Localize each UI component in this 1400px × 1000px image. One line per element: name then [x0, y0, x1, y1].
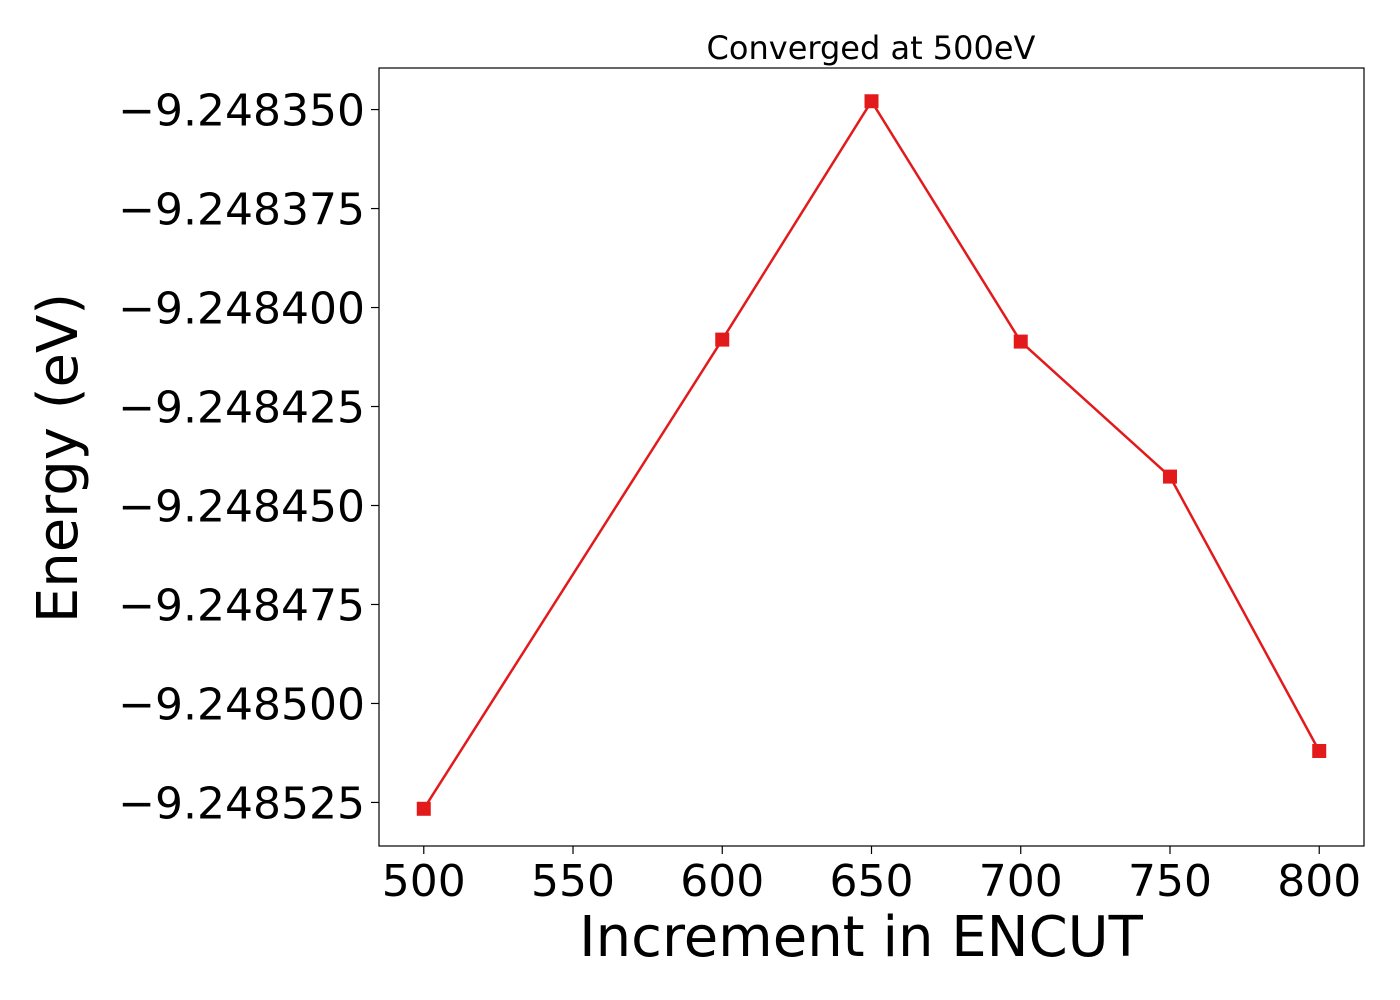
- x-tick-label: 800: [1277, 856, 1361, 907]
- y-tick-label: −9.248500: [118, 679, 365, 730]
- y-tick-label: −9.248525: [118, 778, 365, 829]
- data-point-marker: [1312, 743, 1327, 758]
- x-axis-ticks: 500 550 600 650 700 750 800: [382, 846, 1361, 907]
- y-tick-label: −9.248450: [118, 482, 365, 533]
- x-tick-label: 500: [382, 856, 466, 907]
- y-axis-label: Energy (eV): [26, 293, 91, 623]
- x-axis-label: Increment in ENCUT: [579, 905, 1144, 970]
- series-layer: [416, 94, 1327, 816]
- y-tick-label: −9.248400: [118, 284, 365, 335]
- data-point-marker: [416, 801, 431, 816]
- data-point-marker: [1162, 469, 1177, 484]
- y-tick-label: −9.248350: [118, 86, 365, 137]
- x-tick-label: 750: [1128, 856, 1212, 907]
- data-point-marker: [864, 94, 879, 109]
- series-line: [422, 100, 1321, 810]
- chart-title: Converged at 500eV: [707, 29, 1036, 67]
- x-tick-label: 600: [680, 856, 764, 907]
- x-tick-label: 550: [531, 856, 615, 907]
- y-tick-label: −9.248425: [118, 383, 365, 434]
- data-point-marker: [715, 332, 730, 347]
- x-tick-label: 700: [979, 856, 1063, 907]
- data-point-marker: [1013, 334, 1028, 349]
- y-tick-label: −9.248475: [118, 580, 365, 631]
- y-tick-label: −9.248375: [118, 185, 365, 236]
- y-axis-ticks: −9.248350 −9.248375 −9.248400 −9.248425 −9.2…: [118, 86, 379, 829]
- x-tick-label: 650: [830, 856, 914, 907]
